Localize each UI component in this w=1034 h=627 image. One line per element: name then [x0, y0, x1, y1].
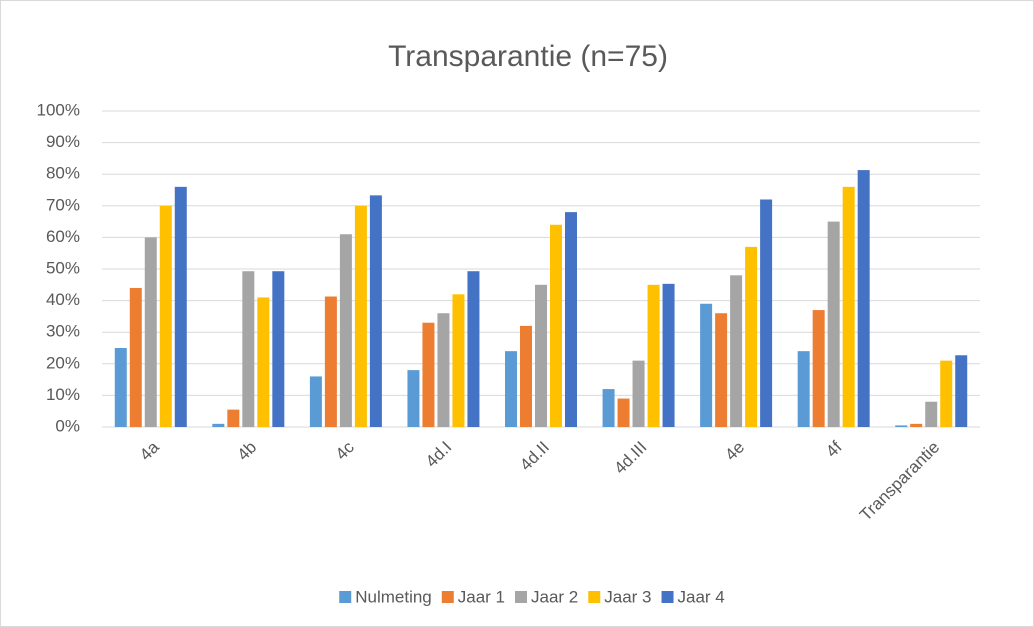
bar [730, 275, 743, 427]
bar [565, 212, 577, 427]
bar [700, 303, 713, 427]
bar [339, 234, 352, 427]
bar [602, 389, 615, 427]
y-tick-label: 90% [46, 132, 80, 151]
bar [467, 271, 480, 427]
bar [940, 360, 953, 427]
legend-label: Jaar 4 [678, 587, 725, 606]
bar [437, 313, 450, 427]
bar [745, 246, 758, 427]
y-tick-label: 10% [46, 385, 80, 404]
bar [827, 221, 840, 427]
bar [407, 370, 420, 427]
legend-label: Nulmeting [355, 587, 432, 606]
bar [369, 195, 382, 427]
legend-swatch [588, 591, 601, 603]
y-tick-label: 20% [46, 353, 80, 372]
bar [760, 199, 773, 427]
bar [797, 351, 810, 427]
y-tick-label: 50% [46, 258, 80, 277]
bar [114, 348, 127, 427]
bar [812, 310, 825, 427]
bar [144, 237, 157, 427]
y-tick-label: 40% [46, 290, 80, 309]
legend-swatch [441, 591, 454, 603]
bar [617, 398, 630, 427]
bar [422, 322, 435, 427]
legend-swatch [515, 591, 528, 603]
bar [857, 170, 870, 428]
bar [272, 271, 285, 427]
bar [257, 297, 270, 427]
legend-label: Jaar 2 [531, 587, 578, 606]
bar [452, 294, 465, 427]
bar [520, 325, 532, 427]
legend-swatch [339, 591, 352, 603]
bar [955, 355, 968, 427]
bar [159, 205, 172, 427]
bar [535, 284, 547, 427]
bar [647, 284, 660, 427]
y-tick-label: 60% [46, 227, 80, 246]
bar [505, 351, 517, 427]
y-tick-label: 30% [46, 322, 80, 341]
bar [910, 423, 923, 427]
bar [842, 186, 855, 427]
bar [632, 360, 645, 427]
bar [212, 423, 225, 427]
bar [354, 205, 367, 427]
bar [174, 186, 187, 427]
bar [227, 409, 240, 427]
bar [309, 376, 322, 427]
bar [242, 271, 255, 427]
legend-label: Jaar 1 [458, 587, 505, 606]
bar [895, 425, 908, 427]
bar [129, 287, 142, 427]
y-tick-label: 100% [37, 100, 80, 119]
y-tick-label: 70% [46, 195, 80, 214]
bar [662, 283, 675, 427]
legend-label: Jaar 3 [604, 587, 651, 606]
bar [324, 296, 337, 427]
chart-title: Transparantie (n=75) [388, 40, 668, 73]
y-tick-label: 80% [46, 164, 80, 183]
y-tick-label: 0% [55, 416, 80, 435]
legend-swatch [661, 591, 674, 603]
bar [715, 313, 728, 427]
bar [550, 224, 562, 427]
bar [925, 401, 938, 427]
